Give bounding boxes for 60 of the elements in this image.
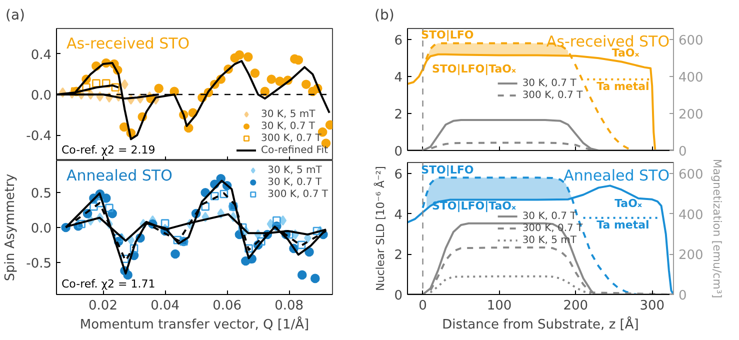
- annotation: Ta metal: [596, 218, 650, 232]
- legend-label: 300 K, 0.7 T: [261, 132, 322, 144]
- chart-subtitle: Annealed STO: [564, 166, 670, 184]
- y-tick-label: 4: [394, 70, 403, 86]
- y2-tick-label: 0: [678, 288, 687, 304]
- x-tick-label: 300: [640, 298, 665, 314]
- y-tick-label: 2: [394, 248, 403, 264]
- y-tick-label: 2: [394, 108, 403, 123]
- y-tick-label: -0.5: [26, 256, 52, 272]
- annotation: Ta metal: [596, 80, 650, 93]
- x-tick-label: 0.04: [150, 298, 180, 314]
- y-tick-label: 0: [394, 288, 403, 304]
- y-tick-label: -0.4: [26, 129, 52, 144]
- x-tick-label: 0: [418, 298, 427, 314]
- legend-label: 30 K, 0.7 T: [268, 176, 322, 188]
- annotation: STO|LFO: [421, 163, 474, 176]
- chart-title: (b): [374, 8, 394, 24]
- y2-tick-label: 0: [678, 144, 687, 160]
- text: As-received STO: [66, 34, 190, 52]
- x-tick-label: 100: [486, 298, 512, 314]
- annotation: TaOₓ: [614, 196, 642, 210]
- y2-axis-title: Magnetization [emu/cm³]: [710, 158, 724, 298]
- y2-tick-label: 400: [678, 70, 704, 86]
- x-tick-label: 200: [563, 298, 588, 314]
- y-tick-label: 0.0: [30, 222, 52, 236]
- x-tick-label: 0.08: [274, 298, 304, 314]
- x-tick-label: 0.06: [212, 298, 242, 314]
- y-tick-label: 6: [394, 34, 403, 49]
- legend-label: 30 K, 0.7 T: [261, 120, 316, 132]
- x-tick-label: 0.02: [88, 298, 118, 314]
- legend-label: 30 K, 5 mT: [268, 164, 322, 176]
- legend-label: 30 K, 0.7 T: [522, 77, 576, 89]
- y2-tick-label: 200: [678, 108, 704, 123]
- y2-tick-label: 400: [678, 208, 704, 223]
- y-tick-label: 0.0: [30, 88, 52, 104]
- x-axis-title: Momentum transfer vector, Q [1/Å]: [80, 316, 310, 332]
- chart-title: (a): [6, 8, 26, 24]
- annotation: Co-ref. χ2 = 2.19: [62, 144, 156, 156]
- y-axis-title: Spin Asymmetry: [3, 174, 18, 282]
- y-axis-title: Nuclear SLD [10⁻⁶ Å⁻²]: [373, 166, 388, 291]
- y2-tick-label: 600: [678, 168, 704, 183]
- legend-label: 300 K, 0.7 T: [522, 89, 583, 101]
- y-tick-label: 4: [394, 208, 403, 223]
- y-tick-label: 0.4: [30, 48, 52, 63]
- annotation: STO|LFO|TaOₓ: [432, 62, 517, 76]
- annotation: Co-ref. χ2 = 1.71: [62, 278, 156, 290]
- legend-label: 30 K, 0.7 T: [522, 210, 576, 222]
- annotation: STO|LFO|TaOₓ: [432, 200, 517, 213]
- y2-tick-label: 600: [678, 34, 704, 49]
- legend-label: 300 K, 0.7 T: [268, 188, 328, 200]
- y-tick-label: 0.5: [30, 186, 52, 202]
- y-tick-label: 0: [394, 144, 403, 160]
- y2-tick-label: 200: [678, 248, 704, 264]
- legend-label: Co-refined Fit: [261, 144, 328, 156]
- legend-label: 30 K, 5 mT: [261, 108, 316, 120]
- y-tick-label: 6: [394, 168, 403, 183]
- annotation: TaOₓ: [612, 46, 640, 60]
- text: Annealed STO: [66, 166, 172, 184]
- annotation: STO|LFO: [421, 28, 474, 42]
- x-axis-title: Distance from Substrate, z [Å]: [442, 316, 639, 332]
